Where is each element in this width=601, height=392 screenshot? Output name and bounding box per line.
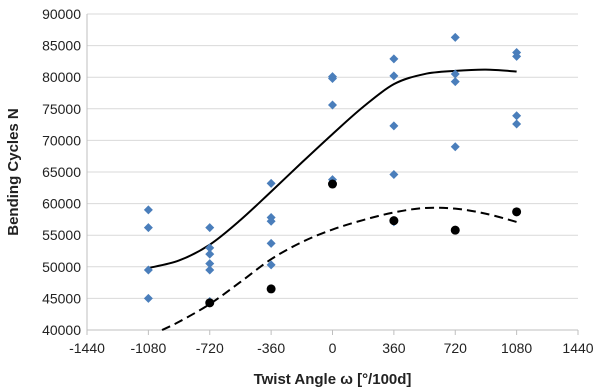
circle-data-point (328, 179, 337, 189)
y-tick-label: 90000 (42, 6, 81, 22)
axes (86, 14, 579, 335)
x-tick-label: -720 (196, 340, 224, 356)
x-tick-label: -1440 (69, 340, 105, 356)
diamond-data-point (205, 243, 215, 253)
y-tick-label: 40000 (42, 322, 81, 338)
x-tick-label: 0 (329, 340, 337, 356)
diamond-data-point (389, 54, 399, 64)
y-tick-label: 45000 (42, 290, 81, 306)
circle-data-point (389, 216, 399, 226)
diamond-data-point (512, 119, 522, 129)
diamond-data-point (450, 142, 460, 152)
circle-data-point (266, 284, 276, 294)
y-tick-label: 75000 (42, 101, 81, 117)
diamond-data-point (266, 260, 276, 270)
diamond-data-point (143, 223, 153, 233)
diamond-data-point (143, 293, 153, 303)
y-axis-title: Bending Cycles N (5, 108, 22, 236)
diamond-data-point (450, 77, 460, 87)
diamond-data-point (389, 71, 399, 81)
solid-trend-curve (148, 68, 517, 270)
circle-data-point (205, 298, 215, 308)
x-tick-label: 1440 (562, 340, 593, 356)
diamond-data-point (512, 51, 522, 61)
diamond-data-point (266, 238, 276, 248)
y-tick-label: 85000 (42, 38, 81, 54)
diamond-data-point (205, 265, 215, 275)
diamond-data-point (450, 69, 460, 79)
y-tick-label: 80000 (42, 69, 81, 85)
y-tick-label: 55000 (42, 227, 81, 243)
diamond-data-point (143, 265, 153, 275)
circle-data-point (450, 225, 460, 235)
x-axis-title: Twist Angle ω [°/100d] (254, 371, 412, 388)
diamond-data-point (512, 111, 522, 121)
x-tick-label: 1080 (501, 340, 532, 356)
x-tick-label: -360 (257, 340, 285, 356)
diamond-data-point (205, 223, 215, 233)
x-tick-label: -1080 (130, 340, 166, 356)
diamond-data-point (266, 178, 276, 188)
y-tick-label: 60000 (42, 196, 81, 212)
x-tick-label: 360 (382, 340, 406, 356)
data-points (143, 32, 522, 308)
y-tick-label: 50000 (42, 259, 81, 275)
diamond-data-point (328, 73, 337, 83)
dashed-trend-curve (161, 206, 517, 331)
gridlines (87, 13, 578, 299)
diamond-data-point (389, 170, 399, 180)
tick-labels: 40000 45000 50000 55000 60000 65000 70000 75000… (42, 6, 594, 356)
x-tick-label: 720 (444, 340, 468, 356)
y-tick-label: 70000 (42, 132, 81, 148)
diamond-data-point (389, 121, 399, 131)
diamond-data-point (143, 205, 153, 215)
diamond-data-point (450, 32, 460, 42)
circle-data-point (512, 207, 522, 217)
y-tick-label: 65000 (42, 164, 81, 180)
diamond-data-point (328, 100, 337, 110)
diamond-data-point (205, 249, 215, 259)
diamond-data-point (266, 216, 276, 226)
diamond-data-point (205, 259, 215, 269)
